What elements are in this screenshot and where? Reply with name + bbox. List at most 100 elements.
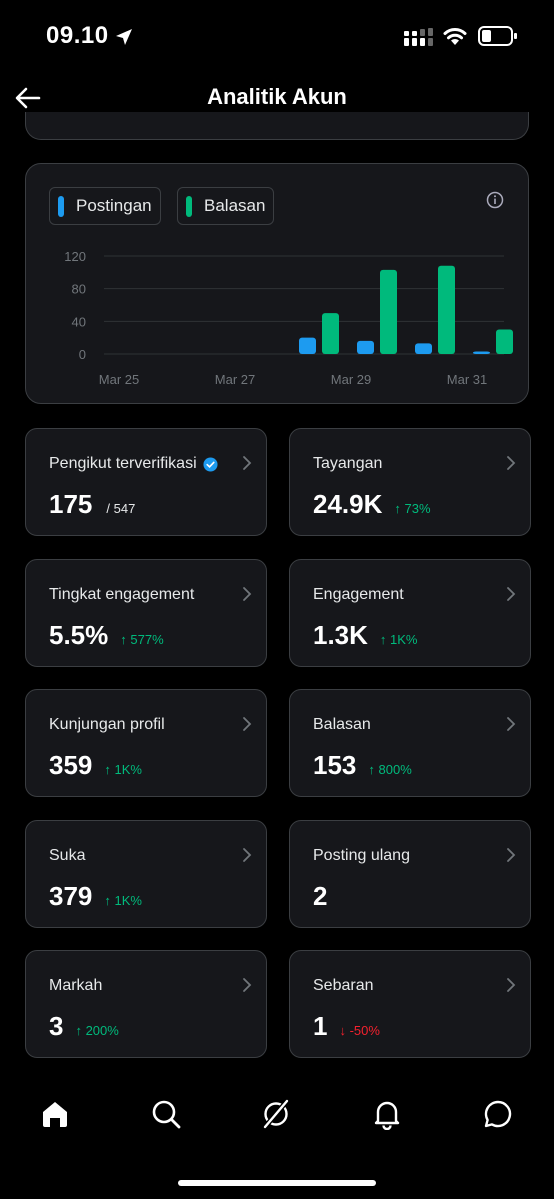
bar-postingan[interactable] bbox=[473, 351, 490, 354]
stat-value-row: 1.3K ↑ 1K% bbox=[313, 620, 418, 651]
chevron-right-icon bbox=[507, 978, 516, 992]
x-tick-label: Mar 29 bbox=[331, 372, 371, 387]
stat-change: ↓ -50% bbox=[339, 1023, 380, 1038]
stat-card[interactable]: Balasan 153 ↑ 800% bbox=[289, 689, 531, 797]
notifications-icon[interactable] bbox=[371, 1098, 403, 1130]
y-tick-label: 0 bbox=[79, 347, 86, 362]
tab-bar bbox=[0, 1080, 554, 1150]
stat-value-row: 153 ↑ 800% bbox=[313, 750, 412, 781]
legend-replies-label: Balasan bbox=[204, 196, 266, 215]
chevron-right-icon bbox=[243, 717, 252, 731]
page-title: Analitik Akun bbox=[207, 84, 347, 109]
bar-postingan[interactable] bbox=[299, 337, 316, 354]
legend-posts-swatch bbox=[58, 196, 64, 217]
search-icon[interactable] bbox=[150, 1098, 182, 1130]
stat-label-text: Posting ulang bbox=[313, 846, 410, 864]
stat-label: Pengikut terverifikasi bbox=[49, 455, 218, 473]
stat-label: Tingkat engagement bbox=[49, 586, 194, 604]
wifi-icon bbox=[443, 28, 467, 45]
stat-card[interactable]: Posting ulang 2 bbox=[289, 819, 531, 928]
stat-value-row: 24.9K ↑ 73% bbox=[313, 489, 431, 520]
stat-total: / 547 bbox=[106, 501, 136, 516]
stat-label-text: Balasan bbox=[313, 716, 371, 733]
messages-icon[interactable] bbox=[482, 1098, 514, 1130]
stat-card[interactable]: Sebaran 1 ↓ -50% bbox=[289, 950, 531, 1058]
stat-change: ↑ 1K% bbox=[379, 631, 418, 647]
stat-value: 153 bbox=[313, 750, 357, 780]
stat-label-text: Tayangan bbox=[313, 455, 383, 472]
bar-balasan[interactable] bbox=[438, 265, 455, 354]
stat-label: Tayangan bbox=[313, 455, 382, 473]
stat-label: Sebaran bbox=[313, 977, 374, 995]
stat-value-row: 379 ↑ 1K% bbox=[49, 881, 142, 912]
x-tick-label: Mar 27 bbox=[215, 372, 255, 387]
info-icon[interactable] bbox=[486, 191, 504, 209]
stat-card[interactable]: Pengikut terverifikasi 175 / 547 bbox=[25, 428, 267, 536]
stat-value: 175 bbox=[49, 489, 93, 519]
stat-value-row: 5.5% ↑ 577% bbox=[49, 620, 164, 651]
stat-value-row: 2 bbox=[313, 881, 327, 912]
x-tick-label: Mar 25 bbox=[99, 372, 139, 387]
stat-label-text: Suka bbox=[49, 846, 86, 864]
home-indicator bbox=[178, 1180, 376, 1186]
stat-value: 379 bbox=[49, 880, 93, 911]
chevron-right-icon bbox=[243, 586, 252, 601]
bar-balasan[interactable] bbox=[496, 329, 513, 355]
stat-value-row: 3 ↑ 200% bbox=[49, 1011, 119, 1042]
bar-postingan[interactable] bbox=[415, 343, 432, 354]
bar-postingan[interactable] bbox=[357, 340, 374, 354]
stat-card[interactable]: Tingkat engagement 5.5% ↑ 577% bbox=[25, 558, 267, 667]
stat-value: 3 bbox=[49, 1011, 64, 1041]
chevron-right-icon bbox=[243, 456, 252, 470]
back-arrow-icon[interactable] bbox=[14, 84, 42, 112]
verified-badge-icon bbox=[203, 456, 218, 472]
stat-card[interactable]: Suka 379 ↑ 1K% bbox=[25, 819, 267, 928]
stat-change: ↑ 1K% bbox=[104, 892, 142, 908]
legend-replies-swatch bbox=[186, 196, 192, 217]
chevron-right-icon bbox=[243, 847, 252, 862]
stat-card[interactable]: Engagement 1.3K ↑ 1K% bbox=[289, 558, 531, 667]
stat-value: 24.9K bbox=[313, 489, 383, 519]
bar-balasan[interactable] bbox=[380, 269, 397, 354]
location-arrow-icon bbox=[116, 29, 132, 45]
y-tick-label: 40 bbox=[72, 314, 86, 329]
stat-value: 359 bbox=[49, 750, 93, 780]
stat-label-text: Engagement bbox=[313, 585, 404, 603]
home-icon[interactable] bbox=[39, 1098, 71, 1130]
stat-label-text: Tingkat engagement bbox=[49, 585, 195, 603]
y-tick-label: 120 bbox=[64, 249, 86, 264]
stat-value: 1 bbox=[313, 1011, 328, 1041]
bar-balasan[interactable] bbox=[322, 313, 339, 354]
y-tick-label: 80 bbox=[72, 282, 86, 297]
stat-label-text: Pengikut terverifikasi bbox=[49, 455, 197, 472]
stat-card[interactable]: Tayangan 24.9K ↑ 73% bbox=[289, 428, 531, 536]
legend-posts[interactable]: Postingan bbox=[49, 187, 161, 225]
stat-label: Posting ulang bbox=[313, 847, 410, 865]
stat-card[interactable]: Markah 3 ↑ 200% bbox=[25, 950, 267, 1058]
cellular-signal-icon bbox=[404, 28, 433, 46]
chevron-right-icon bbox=[243, 978, 252, 992]
stat-value-row: 175 / 547 bbox=[49, 489, 135, 520]
stat-value: 2 bbox=[313, 880, 328, 911]
activity-chart-card: Postingan Balasan 0 40 80 120 Mar 25 Mar 27 Ma… bbox=[25, 163, 529, 404]
chevron-right-icon bbox=[507, 717, 516, 731]
stat-label-text: Markah bbox=[49, 977, 103, 994]
chevron-right-icon bbox=[507, 847, 516, 862]
stat-change: ↑ 800% bbox=[368, 762, 412, 777]
stat-change: ↑ 200% bbox=[75, 1023, 119, 1038]
stat-label: Engagement bbox=[313, 586, 404, 604]
status-time: 09.10 bbox=[46, 22, 109, 49]
nav-bar: Analitik Akun bbox=[0, 70, 554, 126]
stat-value: 1.3K bbox=[313, 619, 368, 650]
stat-label: Suka bbox=[49, 847, 85, 865]
legend-replies[interactable]: Balasan bbox=[177, 187, 275, 225]
x-tick-label: Mar 31 bbox=[447, 372, 487, 387]
chevron-right-icon bbox=[507, 586, 516, 601]
stat-label-text: Kunjungan profil bbox=[49, 716, 165, 733]
grok-icon[interactable] bbox=[260, 1098, 292, 1130]
battery-icon bbox=[478, 26, 517, 46]
stat-value-row: 359 ↑ 1K% bbox=[49, 750, 142, 781]
chevron-right-icon bbox=[507, 456, 516, 470]
stat-label: Balasan bbox=[313, 716, 371, 734]
stat-card[interactable]: Kunjungan profil 359 ↑ 1K% bbox=[25, 689, 267, 797]
